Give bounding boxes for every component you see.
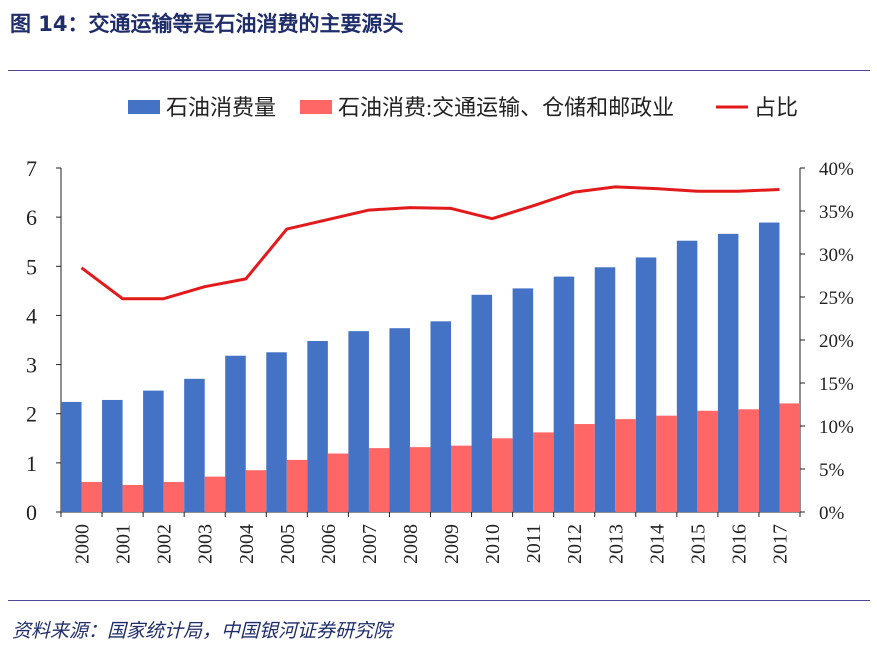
- bar-transport-consumption: [122, 484, 144, 512]
- left-tick-label: 1: [26, 451, 37, 476]
- x-tick-label: 2011: [523, 524, 545, 563]
- x-tick-label: 2005: [277, 524, 299, 564]
- bar-oil-consumption: [184, 378, 205, 512]
- bar-oil-consumption: [553, 276, 575, 512]
- left-tick-label: 3: [26, 353, 37, 378]
- legend: 石油消费量 石油消费:交通运输、仓储和邮政业 占比: [128, 95, 798, 120]
- bar-oil-consumption: [430, 321, 452, 512]
- bottom-divider: [8, 600, 870, 601]
- right-tick-label: 30%: [819, 245, 854, 266]
- x-tick-label: 2010: [482, 524, 504, 564]
- bar-transport-consumption: [615, 419, 636, 512]
- line-share: [80, 185, 780, 301]
- x-tick-label: 2006: [318, 524, 340, 564]
- right-tick-label: 35%: [819, 202, 854, 223]
- bar-transport-consumption: [779, 403, 800, 512]
- right-tick-label: 0%: [819, 503, 845, 524]
- left-tick-label: 4: [26, 303, 37, 328]
- bar-transport-consumption: [656, 415, 677, 512]
- left-tick-label: 0: [26, 500, 37, 525]
- x-tick-label: 2003: [195, 524, 217, 564]
- x-tick-label: 2001: [113, 524, 135, 564]
- right-tick-label: 25%: [819, 288, 854, 309]
- x-tick-label: 2017: [769, 524, 791, 564]
- right-tick-label: 40%: [819, 159, 854, 180]
- right-tick-label: 15%: [819, 374, 854, 395]
- bar-oil-consumption: [266, 352, 287, 512]
- left-tick-label: 6: [26, 205, 37, 230]
- legend-label-share: 占比: [754, 95, 798, 120]
- legend-label-oil: 石油消费量: [166, 95, 276, 120]
- bar-transport-consumption: [492, 438, 513, 512]
- bar-transport-consumption: [204, 476, 226, 512]
- bar-oil-consumption: [594, 267, 616, 512]
- chart: 0 1 2 3 4 5 6 7 0% 5% 10% 15% 20% 25% 30% 35% 40% 2000 200…: [26, 95, 854, 564]
- x-tick-label: 2002: [154, 524, 176, 564]
- bar-transport-consumption: [574, 424, 595, 512]
- left-tick-label: 2: [26, 402, 37, 427]
- bar-transport-consumption: [286, 459, 308, 512]
- x-tick-label: 2012: [564, 524, 586, 564]
- bar-oil-consumption: [225, 355, 246, 512]
- right-tick-label: 10%: [819, 417, 854, 438]
- bar-transport-consumption: [245, 470, 267, 512]
- x-tick-label: 2004: [236, 524, 258, 564]
- bar-oil-consumption: [348, 331, 369, 512]
- bar-oil-consumption: [717, 233, 739, 512]
- left-tick-label: 7: [26, 156, 37, 181]
- x-tick-label: 2015: [687, 524, 709, 564]
- legend-swatch-oil: [128, 100, 160, 114]
- bar-oil-consumption: [512, 288, 534, 512]
- left-tick-label: 5: [26, 254, 37, 279]
- bar-oil-consumption: [676, 240, 698, 512]
- x-tick-label: 2014: [646, 524, 668, 564]
- bar-transport-consumption: [409, 447, 431, 512]
- x-tick-label: 2009: [441, 524, 463, 564]
- bar-transport-consumption: [368, 448, 390, 512]
- bar-transport-consumption: [697, 410, 718, 512]
- bar-oil-consumption: [143, 390, 164, 512]
- right-tick-label: 20%: [819, 331, 854, 352]
- x-tick-label: 2008: [400, 524, 422, 564]
- x-tick-label: 2007: [359, 524, 381, 564]
- x-tick-label: 2000: [72, 524, 94, 564]
- bar-oil-consumption: [61, 401, 82, 512]
- bar-transport-consumption: [163, 482, 185, 512]
- bar-oil-consumption: [635, 257, 657, 512]
- bar-oil-consumption: [102, 399, 123, 512]
- bar-oil-consumption: [389, 328, 410, 512]
- bar-transport-consumption: [533, 432, 554, 512]
- x-tick-label: 2016: [728, 524, 750, 564]
- figure-title: 图 14：交通运输等是石油消费的主要源头: [10, 12, 404, 36]
- top-divider: [8, 70, 870, 71]
- legend-swatch-transport: [300, 100, 332, 114]
- right-tick-label: 5%: [819, 460, 845, 481]
- bar-transport-consumption: [327, 453, 349, 512]
- bar-oil-consumption: [307, 340, 328, 512]
- bar-transport-consumption: [738, 409, 759, 512]
- legend-label-transport: 石油消费:交通运输、仓储和邮政业: [338, 95, 674, 120]
- source-note: 资料来源：国家统计局，中国银河证券研究院: [12, 620, 393, 642]
- bar-oil-consumption: [471, 294, 493, 512]
- bar-transport-consumption: [81, 482, 103, 512]
- bar-transport-consumption: [451, 445, 472, 512]
- x-tick-label: 2013: [605, 524, 627, 564]
- bar-oil-consumption: [758, 222, 780, 512]
